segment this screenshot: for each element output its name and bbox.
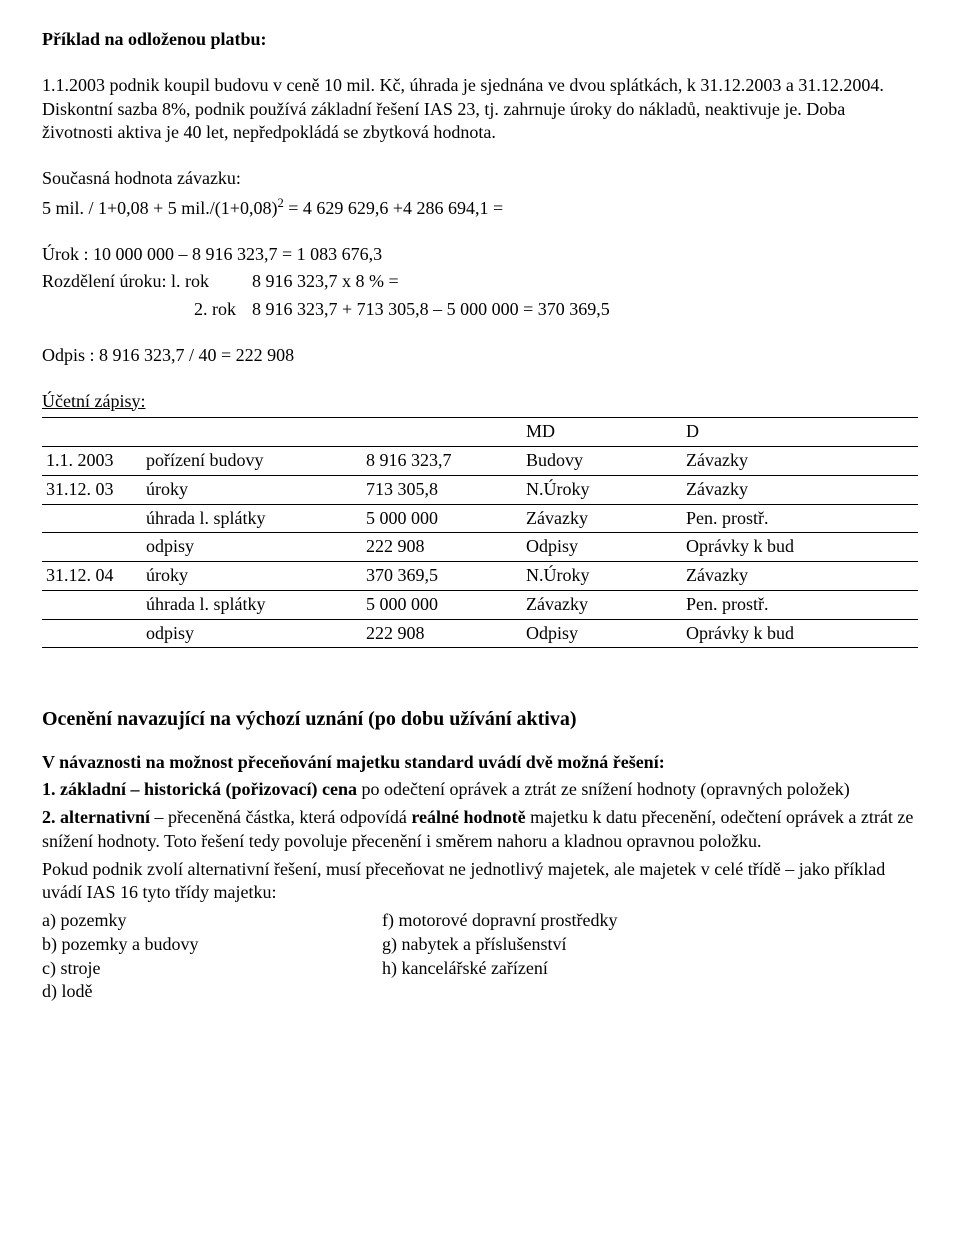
class-right: g) nabytek a příslušenství bbox=[382, 933, 918, 957]
interest-split-row2-label: 2. rok bbox=[194, 298, 252, 322]
interest-split-label: Rozdělení úroku: l. rok bbox=[42, 270, 252, 294]
interest-line: Úrok : 10 000 000 – 8 916 323,7 = 1 083 … bbox=[42, 243, 918, 267]
cell-date: 31.12. 03 bbox=[42, 475, 142, 504]
table-row: 31.12. 03 úroky 713 305,8 N.Úroky Závazk… bbox=[42, 475, 918, 504]
cell-desc: pořízení budovy bbox=[142, 447, 362, 476]
cell-md: Odpisy bbox=[522, 619, 682, 648]
valuation-item2-bold: reálné hodnotě bbox=[411, 807, 525, 827]
cell-amount: 370 369,5 bbox=[362, 562, 522, 591]
cell-d: Závazky bbox=[682, 562, 918, 591]
col-md: MD bbox=[522, 418, 682, 447]
valuation-item2: 2. alternativní – přeceněná částka, kter… bbox=[42, 806, 918, 854]
list-item: c) stroje h) kancelářské zařízení bbox=[42, 957, 918, 981]
table-row: odpisy 222 908 Odpisy Oprávky k bud bbox=[42, 533, 918, 562]
cell-desc: odpisy bbox=[142, 619, 362, 648]
cell-d: Pen. prostř. bbox=[682, 504, 918, 533]
cell-md: Závazky bbox=[522, 590, 682, 619]
cell-desc: úroky bbox=[142, 475, 362, 504]
cell-amount: 5 000 000 bbox=[362, 504, 522, 533]
valuation-paragraph3: Pokud podnik zvolí alternativní řešení, … bbox=[42, 858, 918, 906]
cell-md: N.Úroky bbox=[522, 475, 682, 504]
class-right bbox=[382, 980, 918, 1004]
cell-date bbox=[42, 504, 142, 533]
cell-md: N.Úroky bbox=[522, 562, 682, 591]
cell-md: Budovy bbox=[522, 447, 682, 476]
cell-amount: 222 908 bbox=[362, 619, 522, 648]
valuation-item1: 1. základní – historická (pořizovací) ce… bbox=[42, 778, 918, 802]
interest-split-row1: Rozdělení úroku: l. rok 8 916 323,7 x 8 … bbox=[42, 270, 918, 294]
valuation-heading: Ocenění navazující na výchozí uznání (po… bbox=[42, 706, 918, 732]
list-item: b) pozemky a budovy g) nabytek a přísluš… bbox=[42, 933, 918, 957]
col-d: D bbox=[682, 418, 918, 447]
page-title: Příklad na odloženou platbu: bbox=[42, 28, 918, 52]
cell-date: 1.1. 2003 bbox=[42, 447, 142, 476]
valuation-item1-lead: 1. základní – historická (pořizovací) ce… bbox=[42, 779, 357, 799]
cell-date bbox=[42, 590, 142, 619]
list-item: d) lodě bbox=[42, 980, 918, 1004]
interest-split-val2: 8 916 323,7 + 713 305,8 – 5 000 000 = 37… bbox=[252, 298, 610, 322]
cell-date bbox=[42, 533, 142, 562]
cell-desc: úroky bbox=[142, 562, 362, 591]
pv-label: Současná hodnota závazku: bbox=[42, 167, 918, 191]
table-row: úhrada l. splátky 5 000 000 Závazky Pen.… bbox=[42, 504, 918, 533]
cell-desc: odpisy bbox=[142, 533, 362, 562]
interest-split-val1: 8 916 323,7 x 8 % = bbox=[252, 270, 399, 294]
cell-amount: 222 908 bbox=[362, 533, 522, 562]
pv-formula-a: 5 mil. / 1+0,08 + 5 mil./(1+0,08) bbox=[42, 198, 277, 218]
entries-table: MD D 1.1. 2003 pořízení budovy 8 916 323… bbox=[42, 417, 918, 648]
cell-d: Pen. prostř. bbox=[682, 590, 918, 619]
interest-split-row2: 2. rok 8 916 323,7 + 713 305,8 – 5 000 0… bbox=[42, 298, 918, 322]
cell-md: Závazky bbox=[522, 504, 682, 533]
cell-amount: 5 000 000 bbox=[362, 590, 522, 619]
cell-date bbox=[42, 619, 142, 648]
intro-paragraph: 1.1.2003 podnik koupil budovu v ceně 10 … bbox=[42, 74, 918, 145]
table-row: odpisy 222 908 Odpisy Oprávky k bud bbox=[42, 619, 918, 648]
pv-formula: 5 mil. / 1+0,08 + 5 mil./(1+0,08)2 = 4 6… bbox=[42, 195, 918, 221]
valuation-item2-lead: 2. alternativní bbox=[42, 807, 150, 827]
class-right: f) motorové dopravní prostředky bbox=[382, 909, 918, 933]
cell-amount: 713 305,8 bbox=[362, 475, 522, 504]
cell-d: Závazky bbox=[682, 447, 918, 476]
list-item: a) pozemky f) motorové dopravní prostřed… bbox=[42, 909, 918, 933]
class-left: d) lodě bbox=[42, 980, 382, 1004]
cell-desc: úhrada l. splátky bbox=[142, 590, 362, 619]
valuation-item1-rest: po odečtení oprávek a ztrát ze snížení h… bbox=[357, 779, 850, 799]
asset-classes-list: a) pozemky f) motorové dopravní prostřed… bbox=[42, 909, 918, 1004]
class-left: c) stroje bbox=[42, 957, 382, 981]
class-right: h) kancelářské zařízení bbox=[382, 957, 918, 981]
cell-md: Odpisy bbox=[522, 533, 682, 562]
table-row: 31.12. 04 úroky 370 369,5 N.Úroky Závazk… bbox=[42, 562, 918, 591]
cell-d: Závazky bbox=[682, 475, 918, 504]
entries-heading: Účetní zápisy: bbox=[42, 390, 918, 414]
class-left: a) pozemky bbox=[42, 909, 382, 933]
table-header-row: MD D bbox=[42, 418, 918, 447]
cell-amount: 8 916 323,7 bbox=[362, 447, 522, 476]
table-row: 1.1. 2003 pořízení budovy 8 916 323,7 Bu… bbox=[42, 447, 918, 476]
cell-d: Oprávky k bud bbox=[682, 619, 918, 648]
valuation-intro: V návaznosti na možnost přeceňování maje… bbox=[42, 751, 918, 775]
cell-desc: úhrada l. splátky bbox=[142, 504, 362, 533]
cell-d: Oprávky k bud bbox=[682, 533, 918, 562]
depreciation-line: Odpis : 8 916 323,7 / 40 = 222 908 bbox=[42, 344, 918, 368]
class-left: b) pozemky a budovy bbox=[42, 933, 382, 957]
pv-formula-b: = 4 629 629,6 +4 286 694,1 = bbox=[284, 198, 503, 218]
valuation-item2-mid1: – přeceněná částka, která odpovídá bbox=[150, 807, 411, 827]
cell-date: 31.12. 04 bbox=[42, 562, 142, 591]
table-row: úhrada l. splátky 5 000 000 Závazky Pen.… bbox=[42, 590, 918, 619]
